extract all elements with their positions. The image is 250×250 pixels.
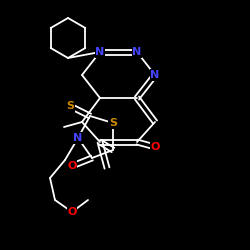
Text: N: N [74,133,82,143]
Text: S: S [66,101,74,111]
Text: N: N [132,47,141,57]
Text: O: O [150,142,160,152]
Text: S: S [109,118,117,128]
Text: O: O [67,161,77,171]
Text: N: N [96,47,104,57]
Text: O: O [67,207,77,217]
Text: N: N [150,70,160,80]
